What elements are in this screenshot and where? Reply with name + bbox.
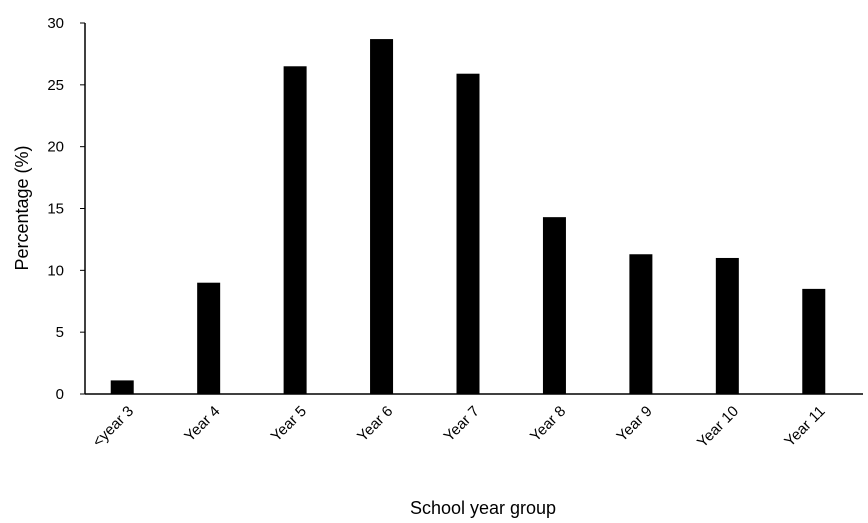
x-tick-label: Year 4: [181, 403, 223, 445]
bar: [715, 257, 739, 394]
x-tick-label: Year 8: [527, 403, 569, 445]
x-tick-label: Year 9: [613, 403, 655, 445]
x-tick-label: Year 7: [441, 403, 483, 445]
y-tick-label: 30: [47, 15, 64, 32]
x-tick-label: Year 5: [268, 403, 310, 445]
x-tick-label: Year 6: [354, 403, 396, 445]
bar: [629, 254, 653, 394]
x-axis-title: School year group: [410, 498, 556, 518]
y-axis-ticks: 0 5 10 15 20 25 30: [47, 15, 85, 403]
bar: [197, 282, 221, 394]
x-tick-label: Year 10: [694, 403, 742, 451]
x-tick-label: Year 11: [781, 403, 828, 450]
y-tick-label: 20: [47, 139, 64, 156]
y-tick-label: 10: [47, 262, 64, 279]
bar: [283, 66, 307, 395]
y-tick-label: 15: [47, 201, 64, 218]
x-tick-label: <year 3: [89, 403, 137, 451]
x-axis-ticks: <year 3 Year 4 Year 5 Year 6 Year 7 Year 8 Yea…: [89, 403, 828, 451]
y-tick-label: 25: [47, 77, 64, 94]
y-tick-label: 0: [56, 386, 64, 403]
bar: [370, 39, 394, 395]
bar: [110, 380, 134, 394]
bar: [542, 217, 566, 394]
bar: [802, 288, 826, 394]
y-axis-title: Percentage (%): [12, 145, 32, 270]
y-tick-label: 5: [56, 324, 64, 341]
bar: [456, 73, 480, 394]
bars: [110, 39, 826, 395]
